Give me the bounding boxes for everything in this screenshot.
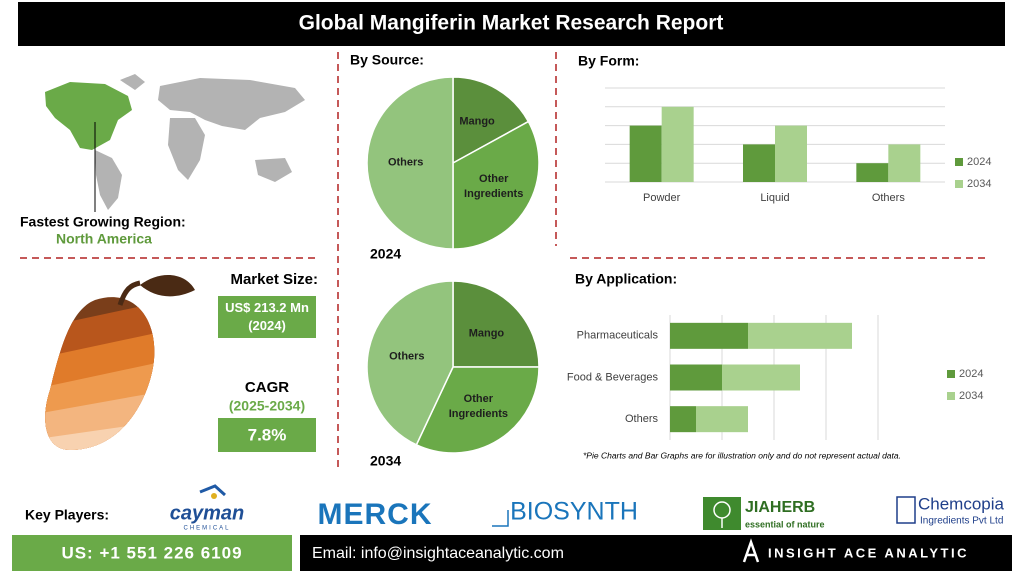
logo-cayman: cayman CHEMICAL (170, 484, 245, 532)
logo-sub: Ingredients Pvt Ltd (920, 516, 1003, 527)
bar-segment (696, 406, 748, 433)
logo-jiaherb: JIAHERB essential of nature (703, 497, 825, 530)
email: Email: info@insightaceanalytic.com (312, 545, 564, 562)
pie-label: Other Ingredients (464, 173, 524, 201)
cagr-period: (2025-2034) (229, 398, 305, 414)
legend-swatch (955, 158, 963, 166)
pie-slice (452, 120, 540, 250)
source-heading: By Source: (350, 52, 424, 68)
pie-slice (415, 366, 540, 454)
category-label: Pharmaceuticals (577, 330, 659, 342)
pie-label: Others (389, 350, 425, 363)
bar (856, 163, 889, 182)
market-size-value: US$ 213.2 Mn (2024) (225, 300, 309, 333)
logo-name: BIOSYNTH (510, 498, 638, 526)
logo-biosynth: BIOSYNTH (492, 498, 638, 527)
brand: INSIGHT ACE ANALYTIC (768, 545, 969, 560)
logo-sub: essential of nature (745, 519, 825, 529)
market-size-box (218, 296, 316, 338)
brand-icon (742, 538, 760, 563)
bar-segment (670, 322, 748, 349)
title-bar (18, 2, 1005, 46)
page-title: Global Mangiferin Market Research Report (299, 12, 724, 35)
category-label: Food & Beverages (567, 371, 659, 383)
logo-name: cayman (170, 502, 245, 524)
bar-segment (748, 322, 852, 349)
legend-label: 2034 (959, 390, 983, 402)
legend-swatch (947, 392, 955, 400)
legend-swatch (947, 370, 955, 378)
world-map (45, 74, 305, 212)
category-label: Others (625, 413, 659, 425)
pie-label: Other Ingredients (448, 392, 508, 420)
pie-label: Mango (468, 327, 505, 340)
pie-label: Mango (459, 115, 495, 128)
chart-title: By Application: (575, 271, 677, 287)
bar-segment (670, 364, 722, 391)
bar (629, 125, 662, 182)
pie-slice (452, 76, 530, 165)
mango-illustration (45, 274, 195, 450)
pie-label: Others (387, 156, 424, 169)
bar (888, 144, 921, 182)
category-label: Liquid (760, 192, 789, 204)
logo-sub: CHEMICAL (183, 526, 230, 532)
bar-segment (670, 406, 696, 433)
key-players-label: Key Players: (25, 507, 109, 523)
legend-label: 2034 (967, 178, 991, 190)
bar-segment (722, 364, 800, 391)
cagr-value: 7.8% (248, 425, 287, 444)
region-label: Fastest Growing Region: (20, 214, 186, 230)
bar (775, 125, 807, 182)
category-label: Powder (643, 192, 681, 204)
logo-name: Chemcopia (918, 494, 1005, 513)
bar (743, 144, 775, 182)
email-box (300, 535, 1012, 571)
legend-label: 2024 (967, 156, 991, 168)
chart-title: By Form: (578, 53, 639, 69)
region-value: North America (56, 231, 152, 247)
market-size-label: Market Size: (230, 271, 318, 288)
legend-label: 2024 (959, 368, 983, 380)
phone-box (12, 535, 292, 571)
bar (661, 106, 694, 182)
pie-slice (366, 280, 454, 446)
pie-year: 2034 (370, 453, 401, 469)
pie-slice (452, 280, 540, 368)
phone: US: +1 551 226 6109 (61, 543, 242, 562)
logo-chemcopia: Chemcopia Ingredients Pvt Ltd (896, 494, 1005, 527)
logo-merck: MERCK (318, 498, 433, 531)
cagr-label: CAGR (245, 379, 289, 396)
dividers (20, 52, 985, 470)
legend-swatch (955, 180, 963, 188)
category-label: Others (872, 192, 906, 204)
pie-year: 2024 (370, 246, 401, 262)
pie-slice (366, 76, 454, 250)
note: *Pie Charts and Bar Graphs are for illus… (583, 450, 901, 460)
logo-name: JIAHERB (745, 499, 815, 516)
cagr-box (218, 418, 316, 452)
